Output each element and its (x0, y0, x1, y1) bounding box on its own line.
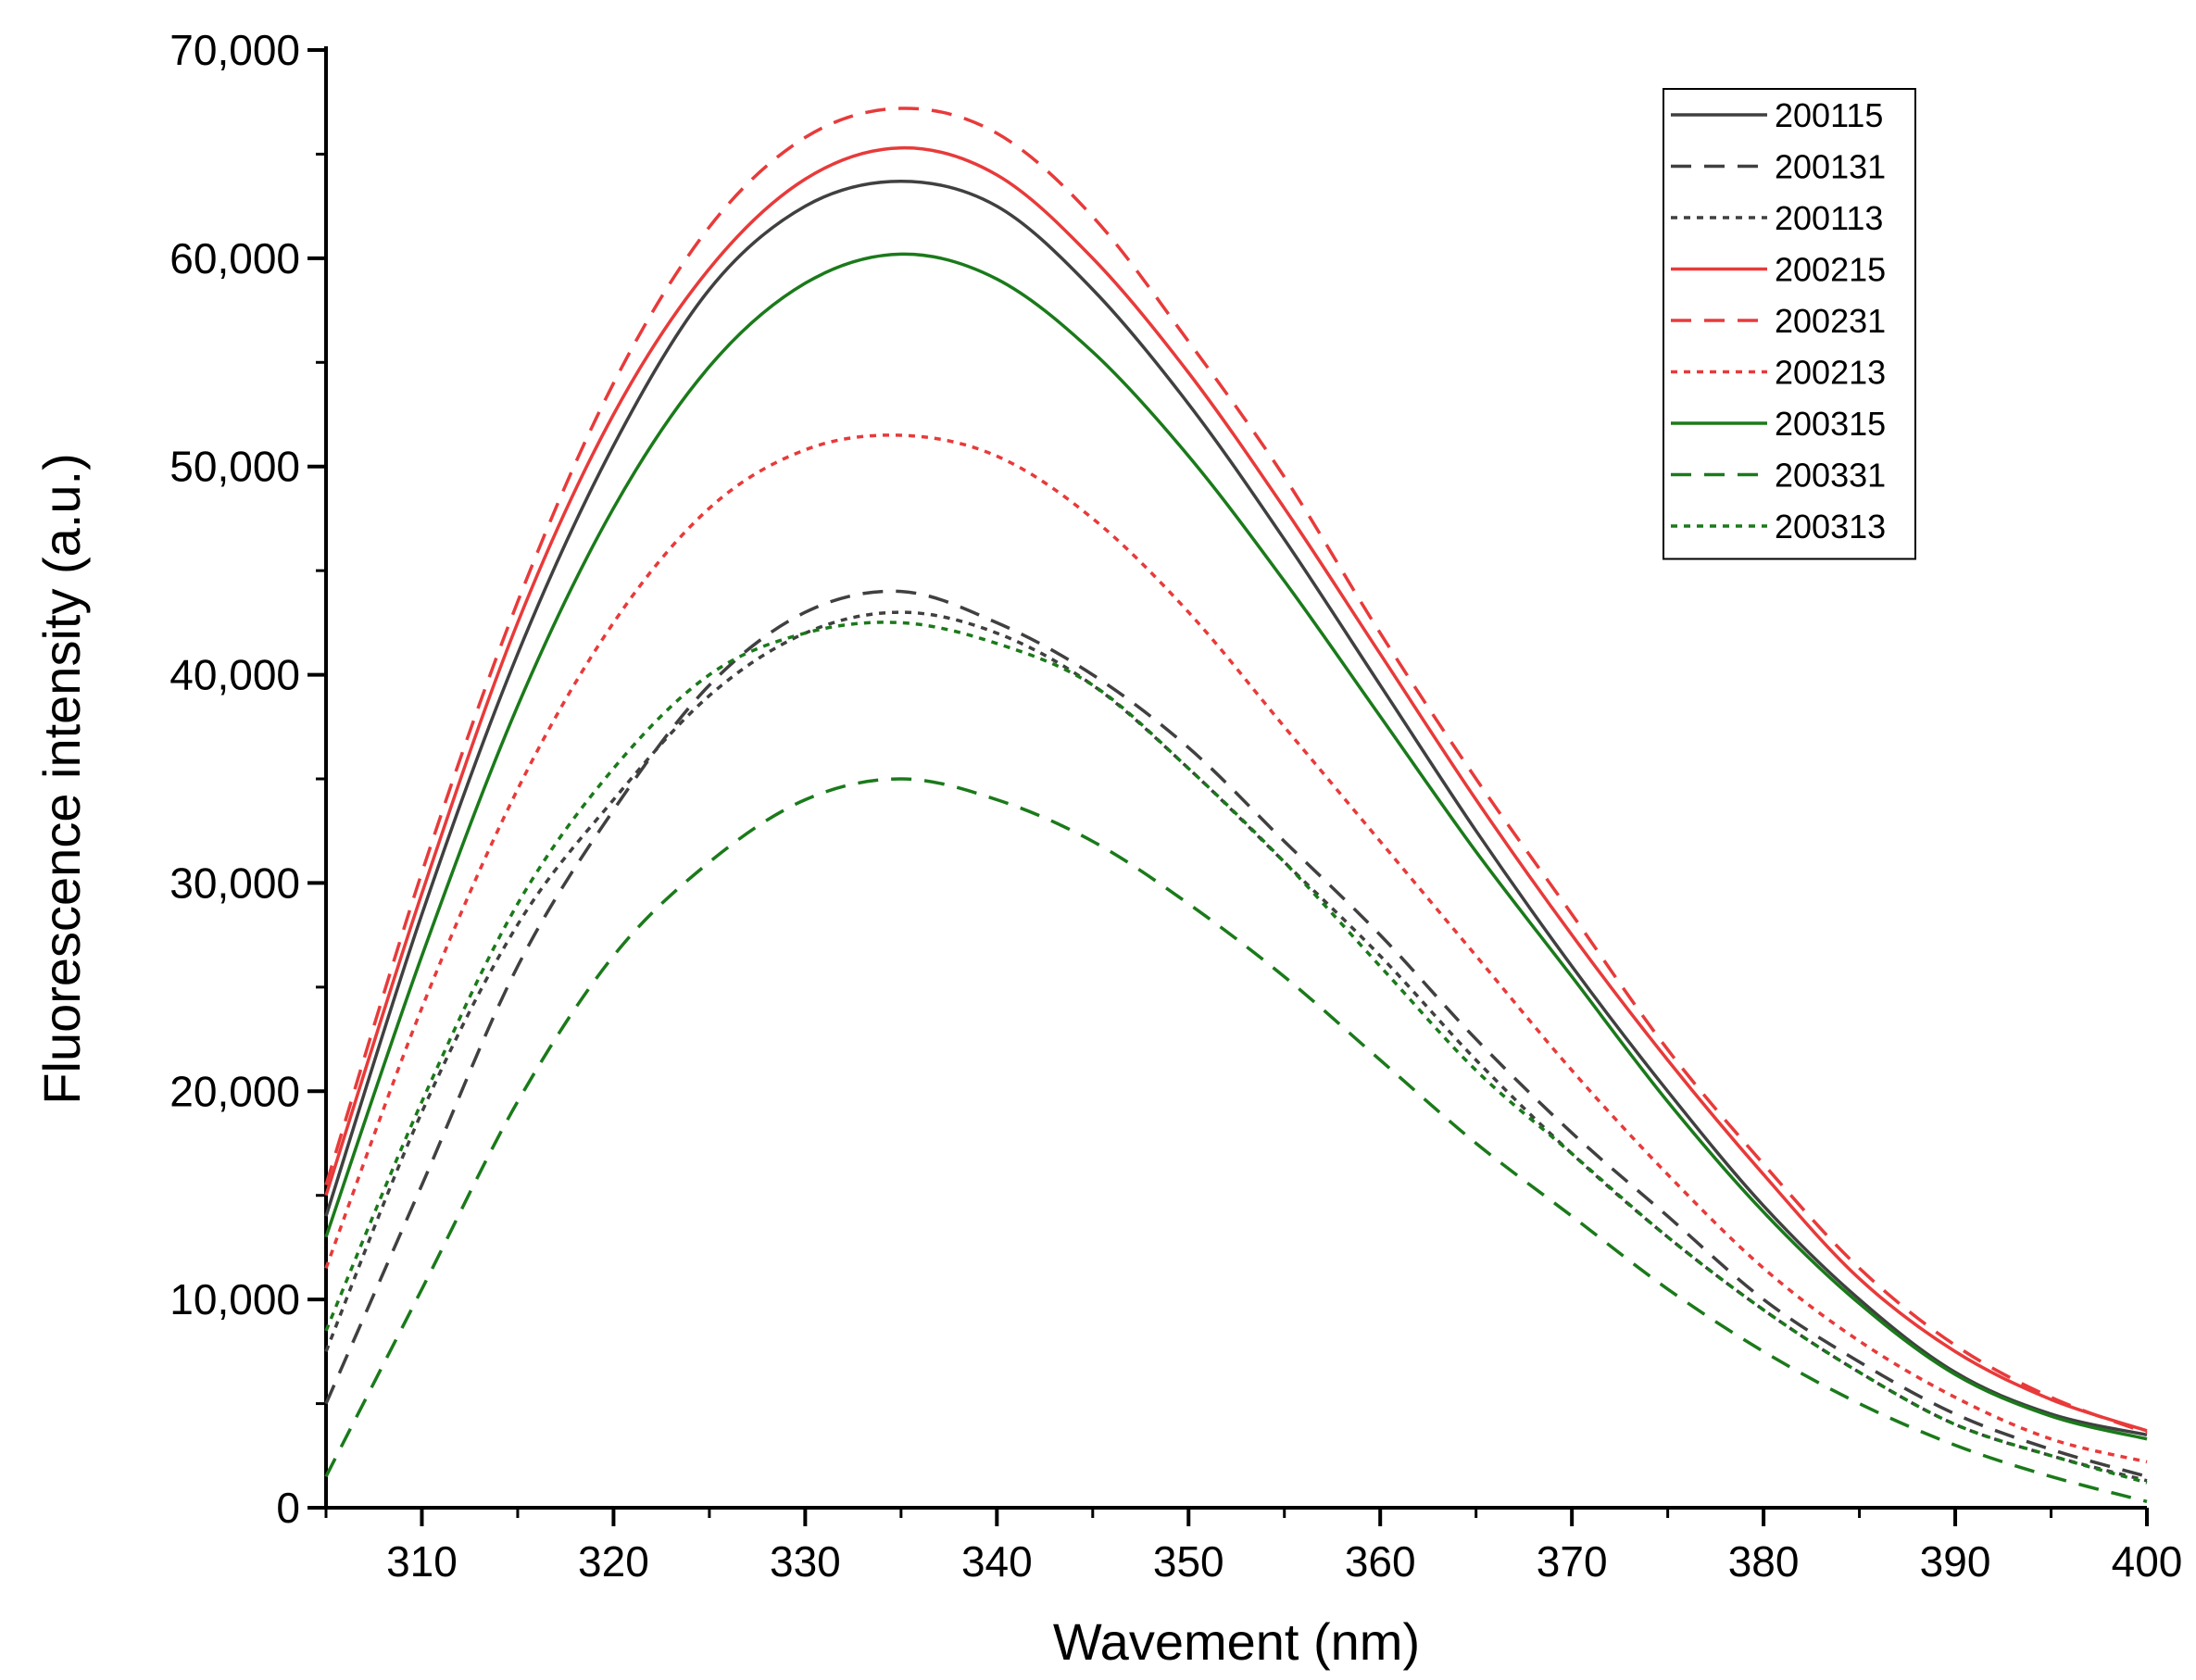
x-tick-label: 310 (386, 1537, 458, 1586)
legend-label-200215: 200215 (1775, 251, 1886, 289)
series-group (324, 107, 2148, 1503)
y-tick-label: 10,000 (169, 1275, 300, 1323)
series-line-200231 (324, 107, 2148, 1435)
legend-label-200115: 200115 (1775, 96, 1883, 134)
x-tick-label: 350 (1153, 1537, 1224, 1586)
y-tick-label: 50,000 (169, 443, 300, 491)
x-tick-label: 400 (2112, 1537, 2183, 1586)
x-tick-label: 330 (770, 1537, 841, 1586)
legend-label-200313: 200313 (1775, 508, 1886, 545)
y-tick-label: 20,000 (169, 1067, 300, 1115)
legend-label-200331: 200331 (1775, 457, 1886, 495)
series-line-200115 (324, 179, 2148, 1437)
y-tick-label: 70,000 (169, 26, 300, 74)
series-line-200331 (324, 777, 2148, 1503)
x-axis-title: Wavement (nm) (1053, 1612, 1420, 1671)
legend: 200115 200131 200113 200215 200231 200213 2003… (1663, 88, 1916, 560)
legend-label-200131: 200131 (1775, 148, 1886, 186)
legend-label-200213: 200213 (1775, 354, 1886, 392)
x-tick-label: 320 (578, 1537, 649, 1586)
series-line-200315 (324, 252, 2148, 1441)
legend-label-200315: 200315 (1775, 405, 1886, 443)
axes: 310 320 330 340 350 360 370 380 390 400 0 10,000 20,… (169, 26, 2182, 1586)
x-tick-label: 370 (1537, 1537, 1608, 1586)
x-tick-label: 390 (1920, 1537, 1991, 1586)
legend-label-200231: 200231 (1775, 302, 1886, 340)
legend-label-200113: 200113 (1775, 199, 1883, 237)
y-tick-label: 0 (276, 1484, 300, 1532)
series-line-200131 (324, 589, 2148, 1478)
series-line-200213 (324, 433, 2148, 1464)
series-line-200313 (324, 621, 2148, 1485)
y-tick-label: 40,000 (169, 651, 300, 699)
x-tick-label: 380 (1728, 1537, 1800, 1586)
x-tick-label: 360 (1345, 1537, 1416, 1586)
y-tick-label: 30,000 (169, 859, 300, 907)
series-line-200113 (324, 610, 2148, 1483)
y-axis-title: Fluorescence intensity (a.u.) (32, 453, 91, 1104)
series-line-200215 (324, 145, 2148, 1433)
x-tick-label: 340 (961, 1537, 1033, 1586)
y-tick-label: 60,000 (169, 234, 300, 282)
